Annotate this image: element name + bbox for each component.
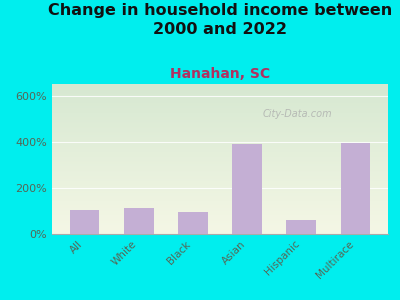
Bar (286, 220, 316, 234)
Bar (232, 144, 262, 234)
Text: City-Data.com: City-Data.com (262, 109, 332, 119)
Text: Hanahan, SC: Hanahan, SC (170, 68, 270, 82)
Bar (124, 208, 154, 234)
Bar (70, 210, 100, 234)
Bar (340, 143, 370, 234)
Text: Change in household income between
2000 and 2022: Change in household income between 2000 … (48, 3, 392, 37)
Bar (178, 212, 208, 234)
